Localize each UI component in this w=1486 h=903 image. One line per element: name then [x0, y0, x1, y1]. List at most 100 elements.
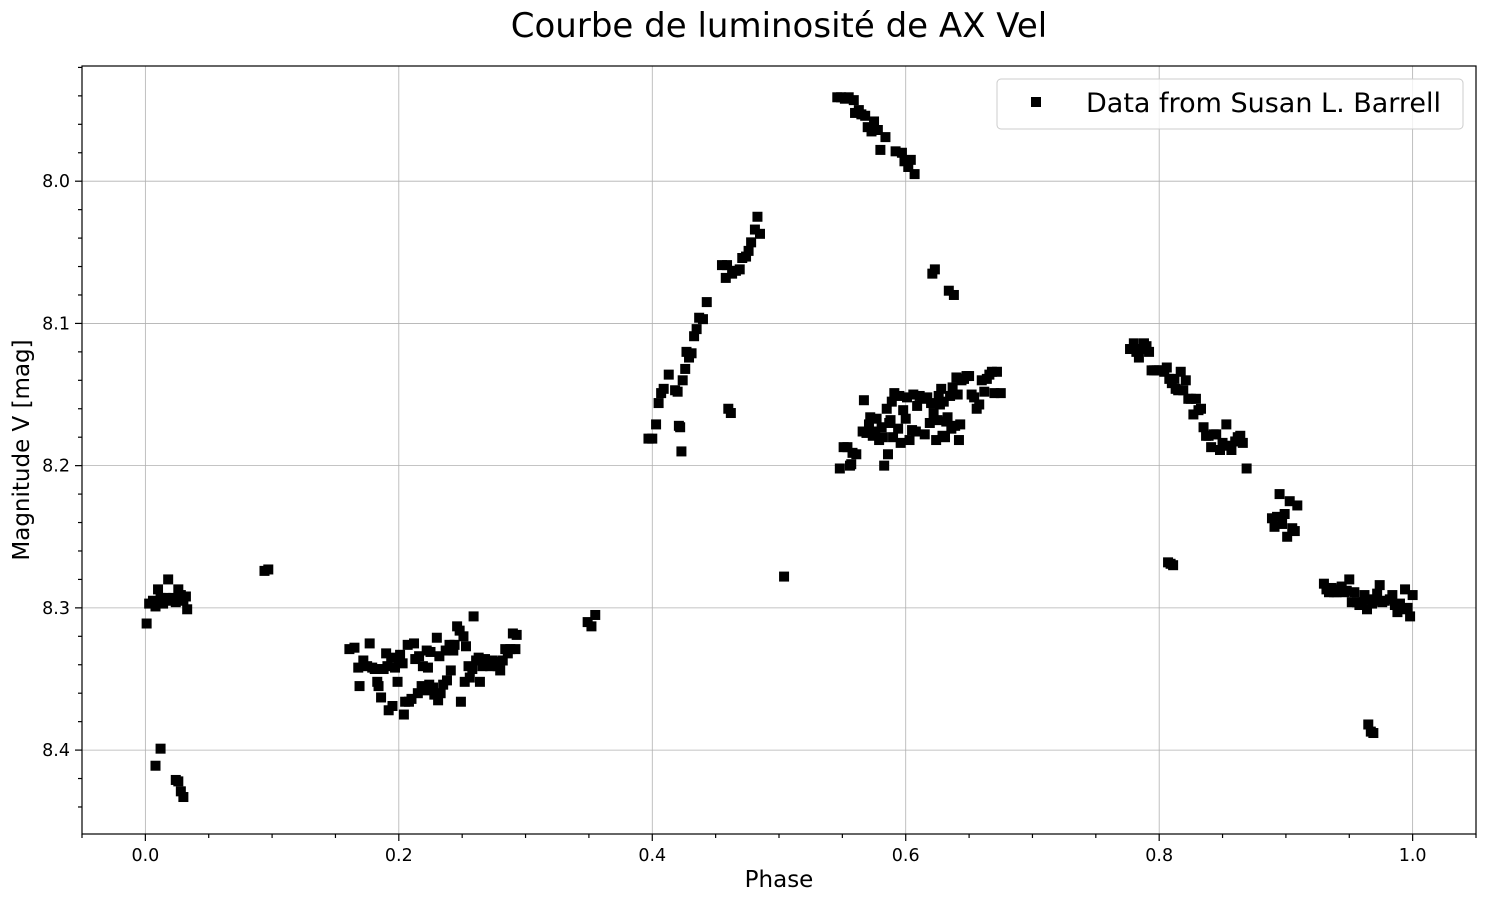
data-point [964, 371, 975, 382]
data-point [910, 426, 921, 437]
data-point [752, 211, 763, 222]
data-point [676, 446, 687, 457]
data-point [952, 389, 963, 400]
data-point [986, 366, 997, 377]
data-point [697, 314, 708, 325]
data-point [1379, 595, 1390, 606]
legend-marker [1031, 97, 1041, 107]
data-point [382, 661, 393, 672]
data-point [754, 228, 765, 239]
data-point [1372, 588, 1383, 599]
data-point [1318, 578, 1329, 589]
data-point [1125, 344, 1136, 355]
data-point [1226, 445, 1237, 455]
data-point [1133, 352, 1144, 363]
data-point [1279, 509, 1290, 519]
data-point [1387, 590, 1398, 601]
data-point [402, 639, 413, 650]
data-point [1185, 393, 1196, 404]
data-point [904, 435, 915, 446]
data-point [505, 644, 516, 655]
data-point [734, 264, 745, 275]
data-point [932, 415, 943, 426]
data-point [395, 649, 406, 660]
data-point [417, 661, 428, 672]
data-point [409, 638, 420, 649]
data-point [663, 369, 674, 380]
legend: Data from Susan L. Barrell [996, 78, 1464, 130]
data-point [900, 413, 911, 424]
x-tick-label: 0.2 [385, 846, 413, 866]
data-point [866, 126, 877, 137]
data-point [725, 408, 736, 419]
data-point [263, 564, 274, 575]
data-point [933, 390, 944, 401]
data-point [942, 412, 953, 423]
x-tick-labels: 0.0 0.2 0.4 0.6 0.8 1.0 [131, 846, 1426, 866]
data-point [658, 383, 669, 394]
data-point [1389, 600, 1400, 611]
data-point [894, 390, 905, 401]
data-point [842, 442, 853, 453]
data-point [158, 598, 169, 609]
data-point [1392, 607, 1403, 618]
data-point [741, 251, 752, 262]
data-point [686, 348, 697, 359]
data-point [875, 144, 886, 155]
data-point [464, 672, 475, 683]
data-point [441, 675, 452, 686]
data-point [458, 631, 469, 642]
data-point [691, 324, 702, 335]
data-point [155, 743, 166, 754]
data-point [876, 422, 887, 433]
data-point [445, 665, 456, 676]
data-point [390, 662, 401, 673]
data-point [425, 646, 436, 657]
data-point [412, 688, 423, 699]
data-point [860, 110, 871, 121]
data-point [497, 655, 508, 666]
data-point [1196, 403, 1207, 414]
y-tick-label: 8.0 [42, 172, 70, 192]
data-point [1374, 580, 1385, 591]
data-point [173, 776, 184, 787]
data-point [919, 429, 930, 440]
data-point [182, 604, 193, 615]
data-point [922, 392, 933, 403]
data-point [376, 692, 387, 703]
data-point [1180, 375, 1191, 386]
data-point [444, 639, 455, 650]
data-point [1141, 341, 1152, 352]
data-point [936, 383, 947, 394]
data-point [879, 460, 890, 471]
data-point [1400, 584, 1411, 595]
data-point [170, 597, 181, 608]
data-point [746, 237, 757, 248]
data-point [979, 386, 990, 397]
data-point [1344, 574, 1355, 585]
data-point [160, 592, 171, 603]
data-point [858, 395, 869, 406]
data-point [163, 574, 174, 585]
chart-title: Courbe de luminosité de AX Vel [511, 6, 1047, 46]
data-point [851, 449, 862, 460]
data-point [880, 132, 891, 143]
data-point [672, 386, 683, 397]
data-point [510, 644, 521, 655]
data-point [1128, 338, 1139, 349]
data-point [1292, 500, 1303, 511]
minor-ticks [78, 66, 1477, 838]
x-tick-label: 1.0 [1399, 846, 1427, 866]
data-point [945, 390, 956, 401]
data-point [912, 400, 923, 411]
data-point [885, 415, 896, 426]
data-point [720, 272, 731, 283]
data-point [647, 433, 658, 444]
data-point [590, 609, 601, 620]
data-point [1175, 366, 1186, 377]
data-point [872, 125, 883, 135]
data-point [386, 652, 397, 663]
data-point [940, 432, 951, 443]
data-point [969, 392, 980, 403]
